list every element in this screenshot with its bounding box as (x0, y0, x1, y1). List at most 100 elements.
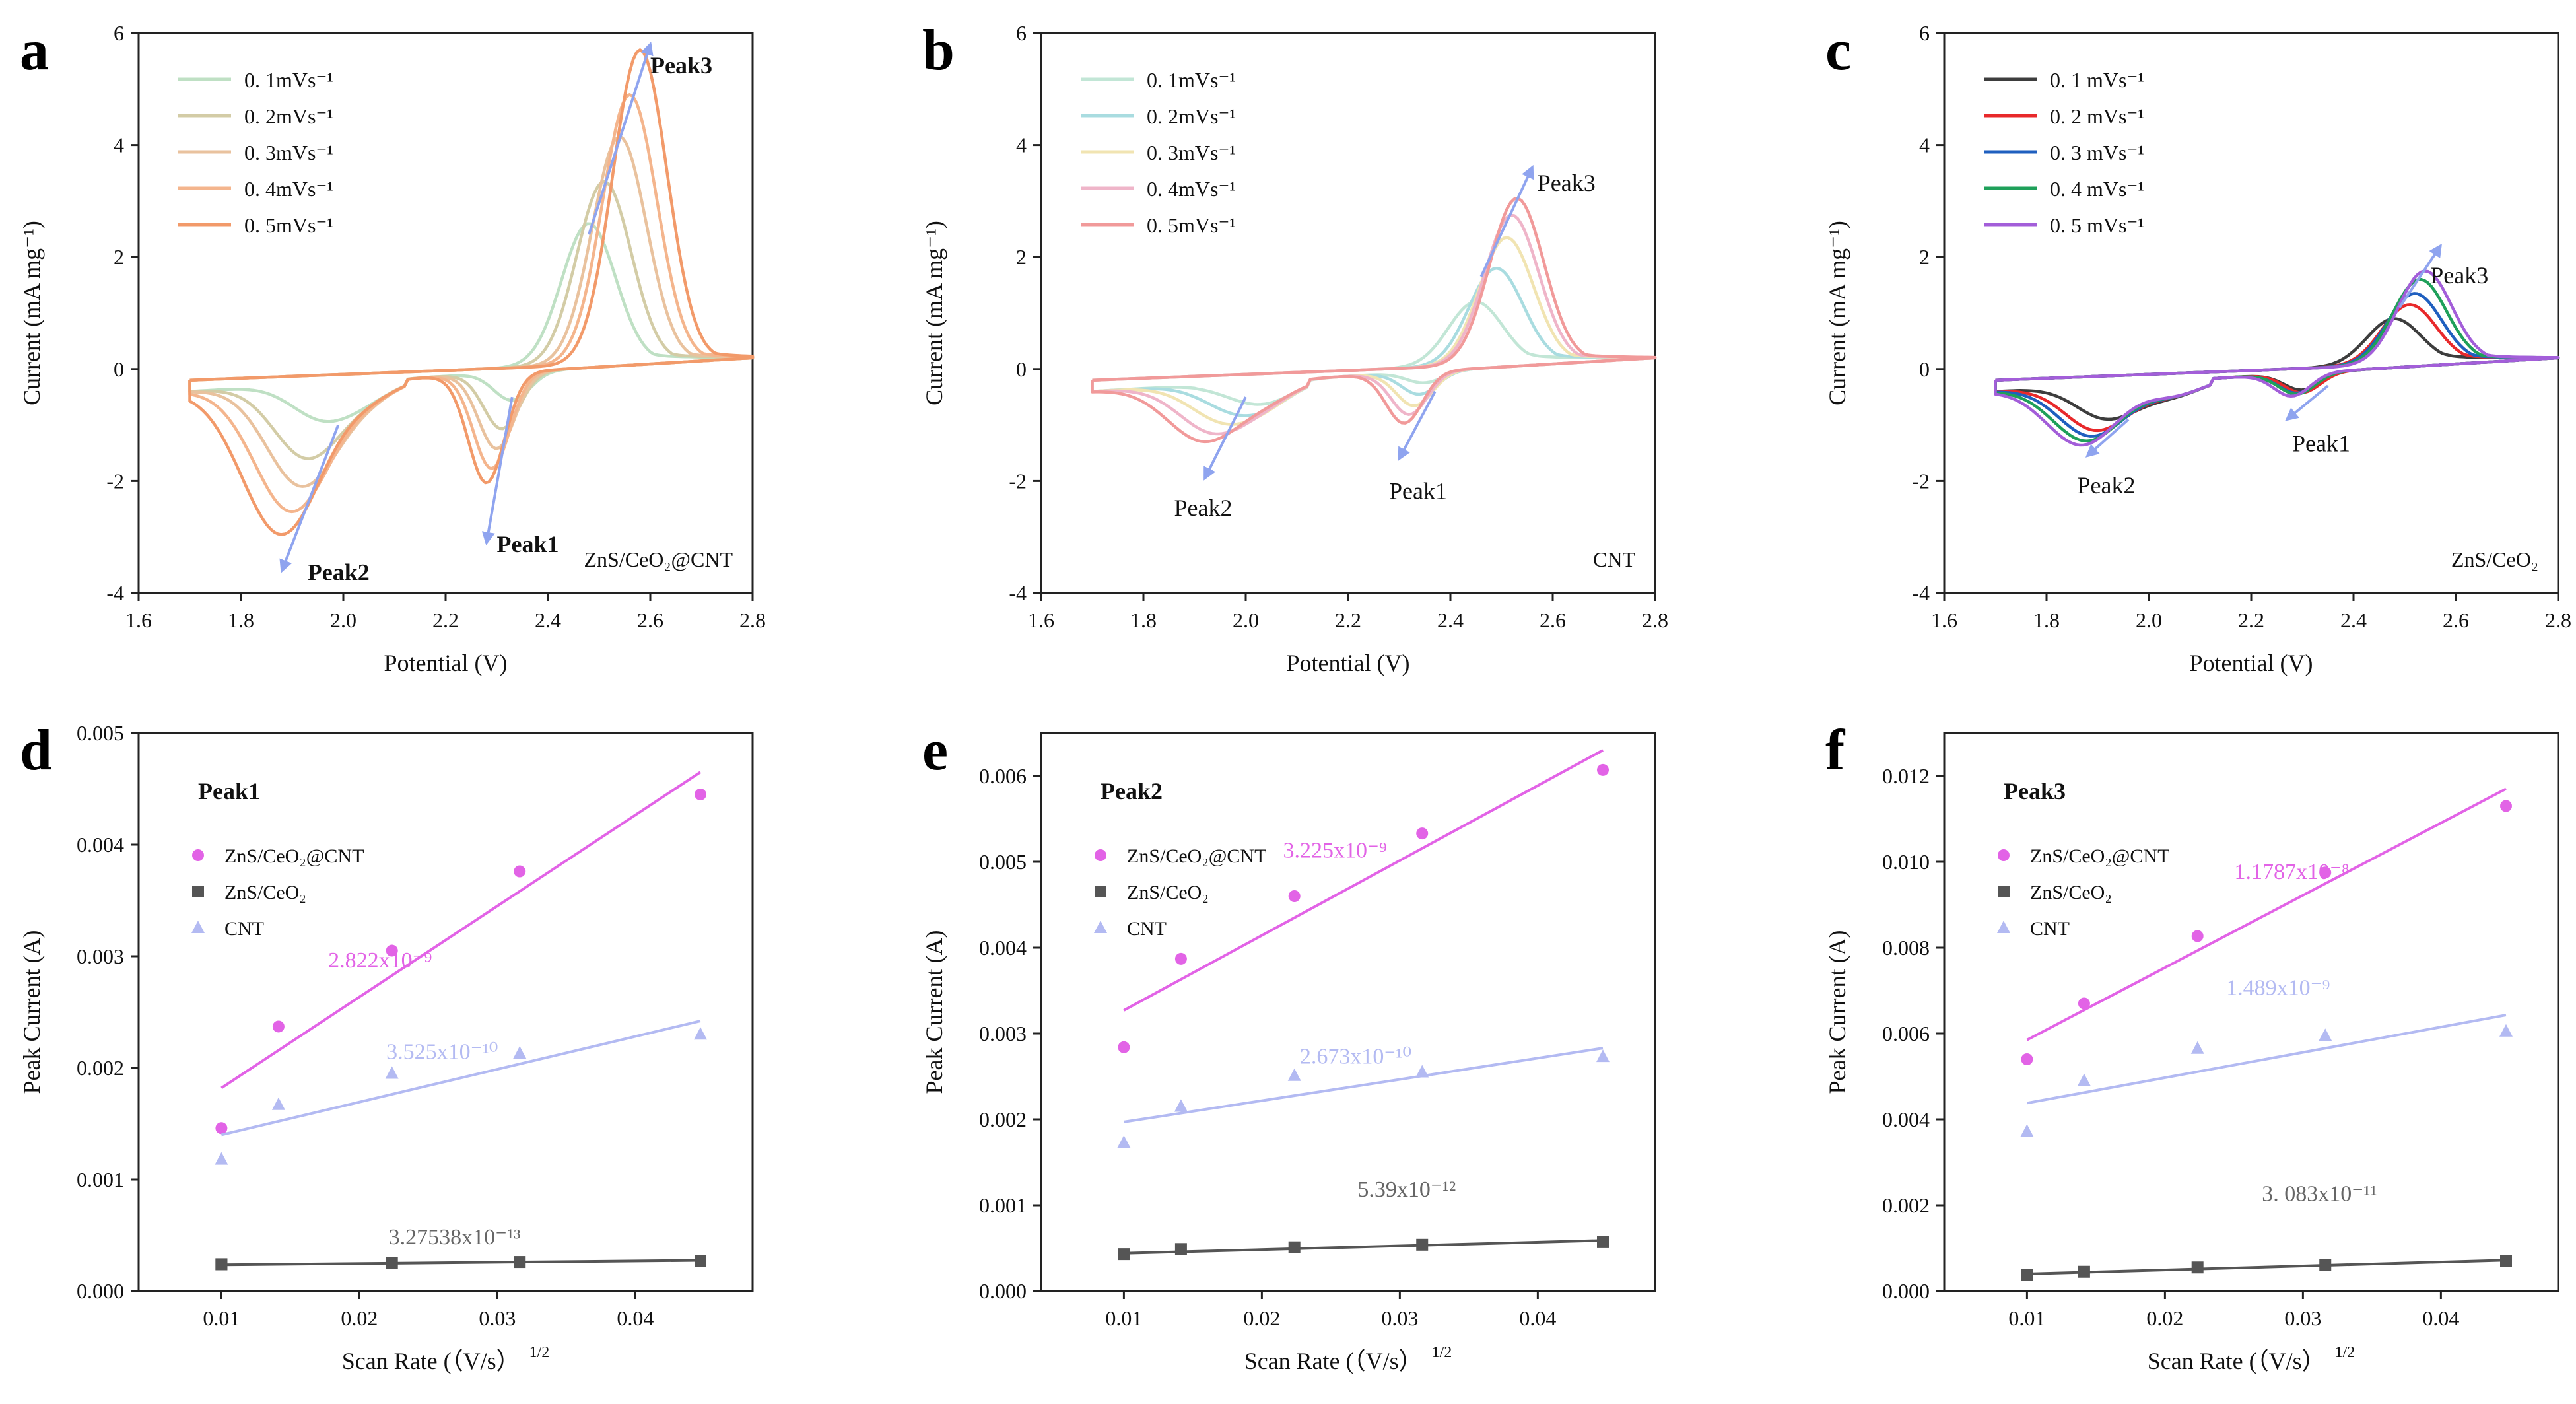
cv-curve-2 (1994, 292, 2560, 438)
cv-curve-2 (1091, 236, 1657, 426)
y-tick-label: 0.003 (979, 1022, 1027, 1045)
data-point (1174, 952, 1187, 965)
data-point (1416, 827, 1429, 840)
data-point (514, 865, 526, 878)
y-tick-label: 0 (114, 357, 124, 381)
y-tick-label: -4 (1912, 581, 1930, 605)
slope-label: 2.673x10⁻¹⁰ (1300, 1045, 1411, 1069)
y-axis-label: Current (mA mg⁻¹) (1824, 221, 1850, 405)
x-tick-label: 2.6 (637, 608, 663, 632)
legend-label: 0. 3 mVs⁻¹ (2050, 141, 2144, 164)
y-tick-label: -2 (1912, 469, 1930, 493)
x-axis-label: Scan Rate (（V/s） 1/2 (2148, 1344, 2356, 1374)
y-tick-label: 0 (1919, 357, 1930, 381)
x-tick-label: 1.8 (228, 608, 254, 632)
peak-arrow (2085, 418, 2130, 458)
data-point (514, 1256, 526, 1269)
legend-label: 0. 3mVs⁻¹ (244, 141, 333, 164)
panel-letter-a: a (20, 18, 49, 83)
x-tick-label: 0.04 (617, 1306, 654, 1330)
y-tick-label: 0.000 (77, 1279, 124, 1303)
y-tick-label: 2 (114, 245, 124, 269)
legend-label: CNT (224, 918, 264, 940)
cv-curve-4 (188, 48, 755, 536)
peak-label: Peak3 (650, 52, 712, 79)
legend-label: 0. 4mVs⁻¹ (244, 177, 333, 201)
x-tick-label: 1.8 (2033, 608, 2060, 632)
legend-label: CNT (1127, 918, 1167, 940)
x-axis-label: Potential (V) (2190, 650, 2313, 676)
legend-label: 0. 4mVs⁻¹ (1147, 177, 1236, 201)
x-axis-label-sup: 1/2 (2335, 1344, 2356, 1361)
panel-a: a 1.6 1.8 2.0 2.2 2.4 2.6 2.8 -4 -2 0 2 4 6 Potential … (18, 18, 766, 676)
data-point (2021, 1053, 2033, 1065)
x-tick-label: 1.6 (1931, 608, 1957, 632)
x-tick-label: 2.0 (330, 608, 356, 632)
y-axis-label: Peak Current (A) (18, 930, 45, 1094)
y-tick-label: 4 (1919, 133, 1930, 157)
y-tick-label: 2 (1919, 245, 1930, 269)
cv-curve-0 (188, 222, 755, 423)
y-tick-label: 0.010 (1882, 850, 1930, 874)
legend-label: 0. 5 mVs⁻¹ (2050, 213, 2144, 237)
legend-marker (1998, 886, 2010, 897)
data-point (1288, 1241, 1301, 1253)
legend-label: 0. 2mVs⁻¹ (244, 104, 333, 128)
data-point (2499, 1024, 2513, 1037)
y-tick-label: 0.001 (979, 1193, 1027, 1217)
fit-line (220, 1020, 701, 1137)
x-tick-label: 2.4 (2340, 608, 2367, 632)
cv-curve-3 (1091, 213, 1657, 436)
x-axis-label: Scan Rate (（V/s） 1/2 (1244, 1344, 1452, 1374)
data-point (2191, 1261, 2204, 1274)
legend-label: 0. 2mVs⁻¹ (1147, 104, 1236, 128)
x-axis-label-sup: 1/2 (1432, 1344, 1452, 1361)
panel-letter-d: d (20, 719, 52, 783)
y-tick-label: 0.000 (1882, 1279, 1930, 1303)
legend-label: ZnS/CeO₂ (2030, 882, 2112, 903)
y-tick-label: 0.005 (979, 850, 1027, 874)
legend-label: 0. 4 mVs⁻¹ (2050, 177, 2144, 201)
y-axis-label: Peak Current (A) (921, 930, 947, 1094)
data-point (1118, 1041, 1130, 1053)
x-tick-label: 0.02 (2146, 1306, 2183, 1330)
x-tick-label: 1.6 (1028, 608, 1054, 632)
cv-curve-4 (1091, 197, 1657, 444)
data-point (215, 1258, 228, 1271)
data-point (513, 1046, 527, 1059)
slope-label: 3.27538x10⁻¹³ (389, 1225, 521, 1249)
legend-marker (1998, 849, 2010, 861)
peak-label: Peak1 (497, 531, 559, 557)
data-point (695, 1255, 707, 1267)
peak-label: Peak2 (2078, 472, 2136, 499)
data-point (1117, 1135, 1131, 1148)
legend-label: 0. 1 mVs⁻¹ (2050, 68, 2144, 92)
peak-label: Peak1 (2292, 430, 2350, 456)
x-axis-label: Scan Rate (（V/s） 1/2 (342, 1344, 550, 1374)
data-point (1174, 1099, 1188, 1112)
x-tick-label: 0.01 (203, 1306, 240, 1330)
slope-label: 3.525x10⁻¹⁰ (386, 1039, 498, 1064)
data-point (2078, 1265, 2090, 1278)
fit-line (221, 1259, 701, 1267)
x-tick-label: 0.04 (2422, 1306, 2459, 1330)
data-point (1596, 1049, 1610, 1063)
x-axis-label-text: Potential (V) (384, 650, 508, 676)
y-tick-label: 0.002 (979, 1107, 1027, 1131)
x-axis-label-text: Scan Rate (（V/s） (2148, 1348, 2326, 1374)
y-tick-label: 0.004 (979, 936, 1027, 960)
data-point (2021, 1269, 2033, 1281)
slope-label: 1.489x10⁻⁹ (2226, 976, 2330, 1000)
data-point (271, 1097, 285, 1110)
panel-f: f 0.01 0.02 0.03 0.04 0.000 0.002 0.004 0.006 0.0… (1824, 719, 2559, 1374)
data-point (2020, 1124, 2034, 1137)
y-tick-label: 6 (1919, 21, 1930, 45)
peak-title: Peak2 (1101, 778, 1163, 804)
slope-label: 1.1787x10⁻⁸ (2234, 860, 2349, 884)
x-tick-label: 2.8 (739, 608, 766, 632)
x-tick-label: 0.02 (341, 1306, 378, 1330)
sample-annotation: CNT (1593, 547, 1635, 571)
legend-label: ZnS/CeO₂@CNT (224, 845, 364, 867)
y-tick-label: 0.002 (77, 1056, 124, 1080)
x-axis-label-text: Scan Rate (（V/s） (342, 1348, 520, 1374)
